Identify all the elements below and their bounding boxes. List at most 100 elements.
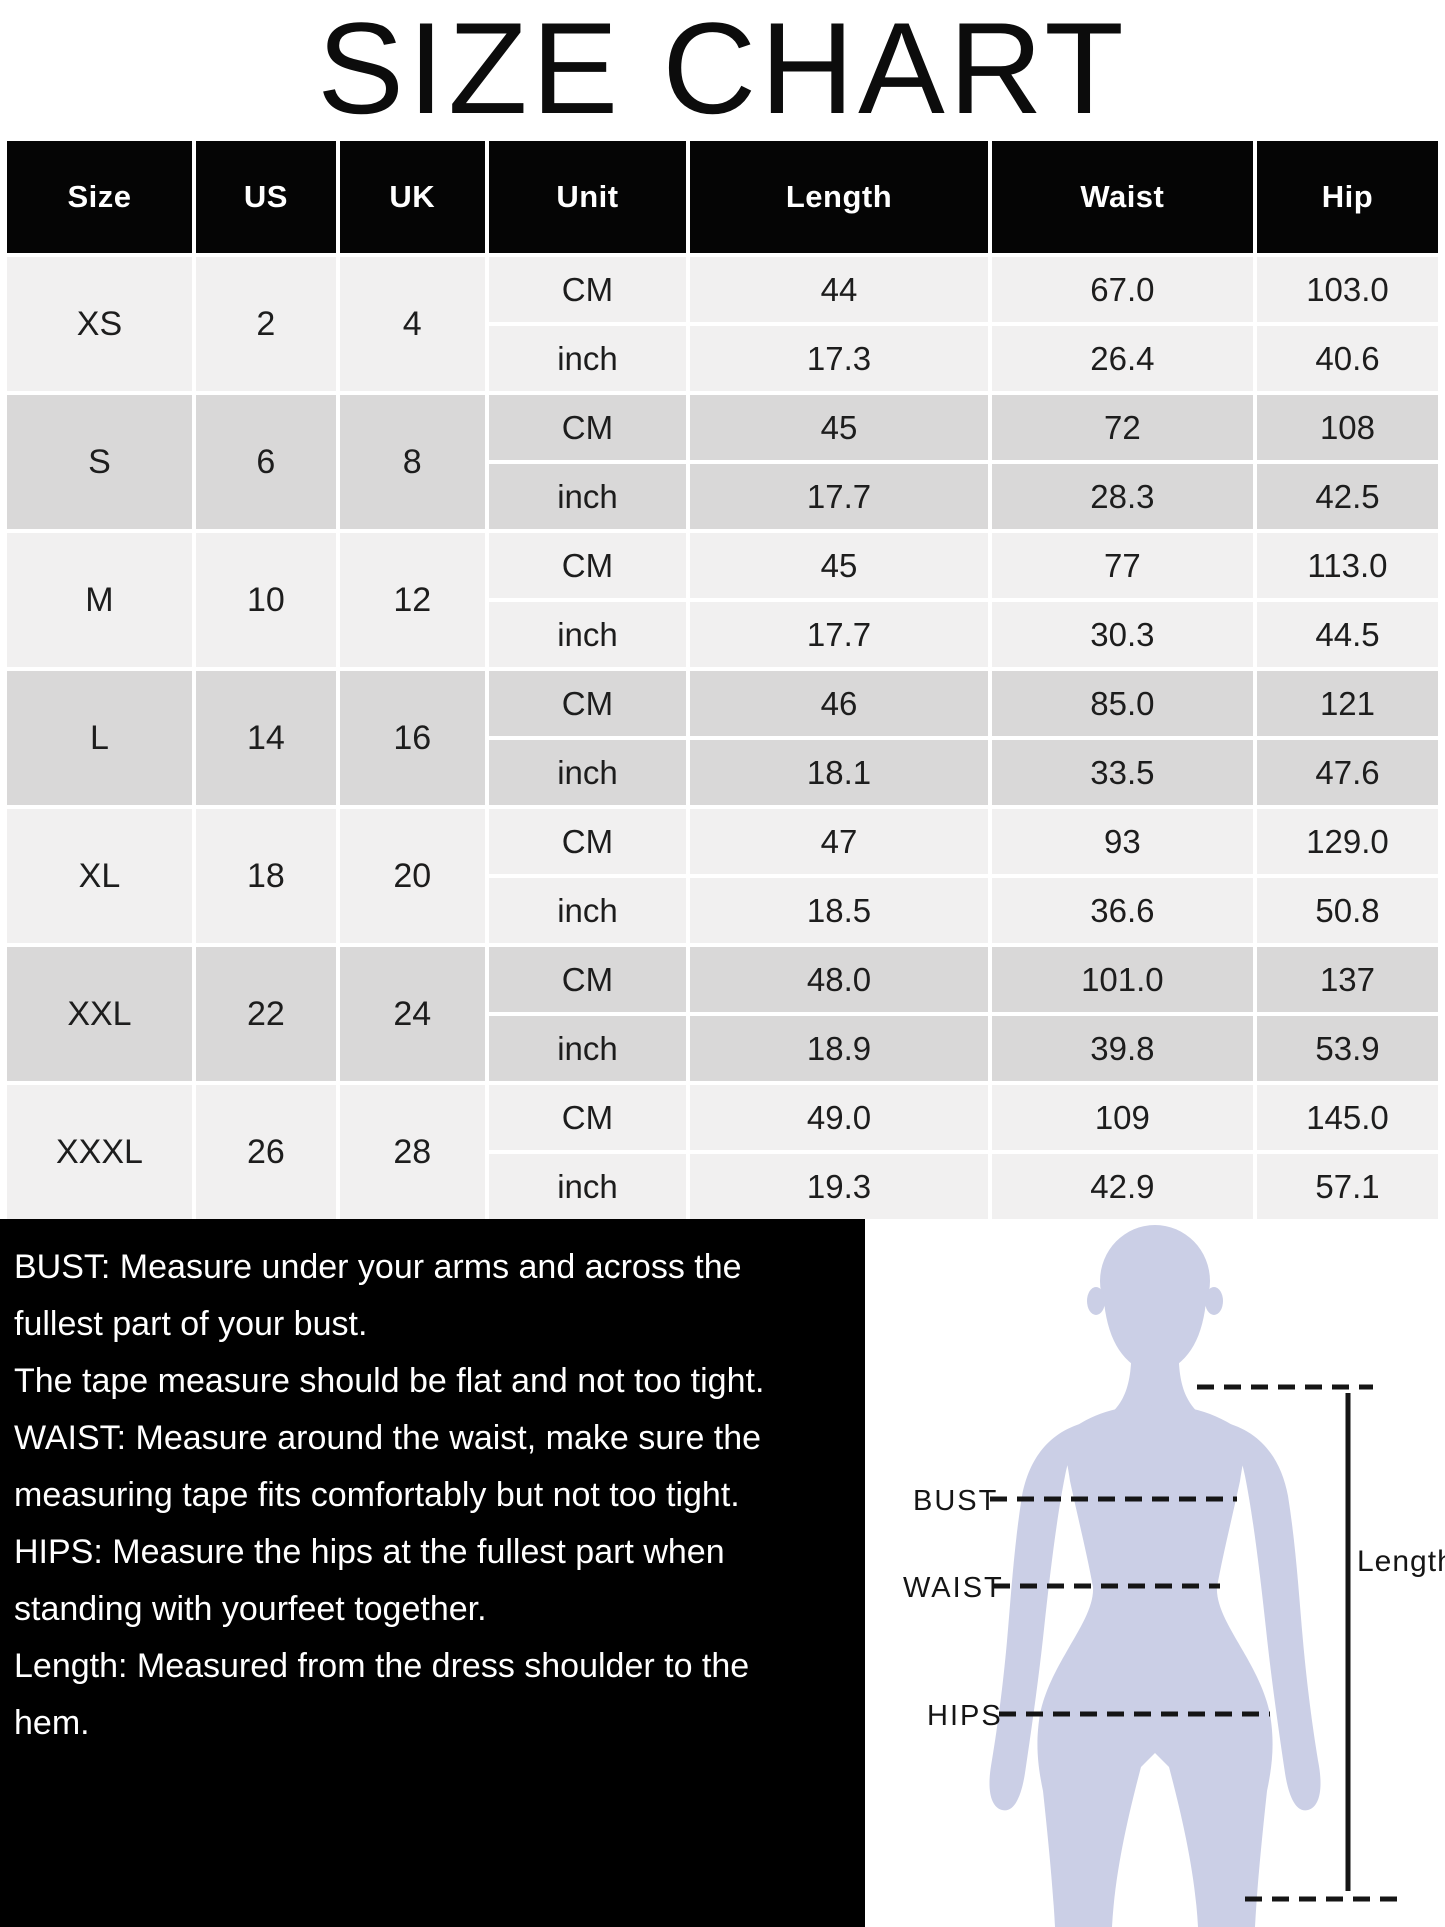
waist-cm-cell: 93 xyxy=(991,809,1253,874)
unit-inch-label: inch xyxy=(488,464,687,529)
uk-size-cell: 8 xyxy=(339,395,485,529)
size-row-group: L 14 16 CM 46 85.0 121 inch 18.1 33.5 47… xyxy=(7,671,1438,805)
size-cell: M xyxy=(7,533,192,667)
measurement-instructions: BUST: Measure under your arms and across… xyxy=(0,1219,865,1927)
waist-cm-cell: 109 xyxy=(991,1085,1253,1150)
uk-size-cell: 20 xyxy=(339,809,485,943)
waist-cm-cell: 72 xyxy=(991,395,1253,460)
hip-inch-cell: 47.6 xyxy=(1256,740,1438,805)
waist-inch-cell: 36.6 xyxy=(991,878,1253,943)
size-row-group: XS 2 4 CM 44 67.0 103.0 inch 17.3 26.4 4… xyxy=(7,257,1438,391)
length-cm-cell: 45 xyxy=(690,533,988,598)
uk-size-cell: 12 xyxy=(339,533,485,667)
length-cm-cell: 44 xyxy=(690,257,988,322)
length-inch-cell: 18.9 xyxy=(690,1016,988,1081)
us-size-cell: 10 xyxy=(195,533,336,667)
size-table: Size US UK Unit Length Waist Hip XS 2 4 … xyxy=(7,141,1438,1219)
hip-inch-cell: 42.5 xyxy=(1256,464,1438,529)
us-size-cell: 22 xyxy=(195,947,336,1081)
hip-inch-cell: 50.8 xyxy=(1256,878,1438,943)
body-silhouette-diagram: BUST WAIST HIPS Length xyxy=(903,1225,1445,1927)
hip-cm-cell: 121 xyxy=(1256,671,1438,736)
size-cell: XXL xyxy=(7,947,192,1081)
length-inch-cell: 17.7 xyxy=(690,464,988,529)
waist-inch-cell: 42.9 xyxy=(991,1154,1253,1219)
unit-cm-label: CM xyxy=(488,809,687,874)
page-title: SIZE CHART xyxy=(317,0,1128,141)
length-cm-cell: 47 xyxy=(690,809,988,874)
size-cell: XL xyxy=(7,809,192,943)
waist-cm-cell: 77 xyxy=(991,533,1253,598)
size-row-group: XXL 22 24 CM 48.0 101.0 137 inch 18.9 39… xyxy=(7,947,1438,1081)
header-cell-size: Size xyxy=(7,141,192,253)
unit-cm-label: CM xyxy=(488,395,687,460)
size-cell: L xyxy=(7,671,192,805)
instruction-hips: HIPS: Measure the hips at the fullest pa… xyxy=(14,1533,725,1628)
us-size-cell: 6 xyxy=(195,395,336,529)
unit-cm-label: CM xyxy=(488,1085,687,1150)
length-label: Length xyxy=(1357,1545,1445,1578)
waist-cm-cell: 67.0 xyxy=(991,257,1253,322)
uk-size-cell: 16 xyxy=(339,671,485,805)
hip-cm-cell: 113.0 xyxy=(1256,533,1438,598)
size-table-body: XS 2 4 CM 44 67.0 103.0 inch 17.3 26.4 4… xyxy=(7,257,1438,1219)
waist-inch-cell: 26.4 xyxy=(991,326,1253,391)
length-cm-cell: 45 xyxy=(690,395,988,460)
hip-cm-cell: 103.0 xyxy=(1256,257,1438,322)
us-size-cell: 14 xyxy=(195,671,336,805)
female-body-silhouette xyxy=(989,1225,1321,1927)
length-inch-cell: 19.3 xyxy=(690,1154,988,1219)
length-cm-cell: 49.0 xyxy=(690,1085,988,1150)
uk-size-cell: 4 xyxy=(339,257,485,391)
us-size-cell: 26 xyxy=(195,1085,336,1219)
length-inch-cell: 18.1 xyxy=(690,740,988,805)
size-row-group: XXXL 26 28 CM 49.0 109 145.0 inch 19.3 4… xyxy=(7,1085,1438,1219)
length-inch-cell: 17.3 xyxy=(690,326,988,391)
hips-label: HIPS xyxy=(927,1700,1003,1732)
length-cm-cell: 48.0 xyxy=(690,947,988,1012)
hip-cm-cell: 108 xyxy=(1256,395,1438,460)
length-inch-cell: 17.7 xyxy=(690,602,988,667)
unit-cm-label: CM xyxy=(488,533,687,598)
unit-inch-label: inch xyxy=(488,740,687,805)
bust-label: BUST xyxy=(913,1485,998,1517)
unit-inch-label: inch xyxy=(488,602,687,667)
hip-inch-cell: 40.6 xyxy=(1256,326,1438,391)
unit-inch-label: inch xyxy=(488,1154,687,1219)
instruction-length: Length: Measured from the dress shoulder… xyxy=(14,1647,750,1742)
length-inch-cell: 18.5 xyxy=(690,878,988,943)
size-row-group: M 10 12 CM 45 77 113.0 inch 17.7 30.3 44… xyxy=(7,533,1438,667)
unit-inch-label: inch xyxy=(488,326,687,391)
unit-inch-label: inch xyxy=(488,1016,687,1081)
unit-inch-label: inch xyxy=(488,878,687,943)
waist-inch-cell: 30.3 xyxy=(991,602,1253,667)
unit-cm-label: CM xyxy=(488,257,687,322)
header-cell-waist: Waist xyxy=(991,141,1253,253)
waist-label: WAIST xyxy=(903,1572,1004,1604)
size-row-group: S 6 8 CM 45 72 108 inch 17.7 28.3 42.5 xyxy=(7,395,1438,529)
length-cm-cell: 46 xyxy=(690,671,988,736)
us-size-cell: 2 xyxy=(195,257,336,391)
size-row-group: XL 18 20 CM 47 93 129.0 inch 18.5 36.6 5… xyxy=(7,809,1438,943)
bottom-section: BUST: Measure under your arms and across… xyxy=(0,1219,1445,1927)
instruction-bust: BUST: Measure under your arms and across… xyxy=(14,1248,742,1343)
measurement-figure: BUST WAIST HIPS Length xyxy=(865,1219,1445,1927)
size-cell: XS xyxy=(7,257,192,391)
instruction-waist: WAIST: Measure around the waist, make su… xyxy=(14,1419,762,1514)
header-cell-unit: Unit xyxy=(488,141,687,253)
waist-inch-cell: 39.8 xyxy=(991,1016,1253,1081)
header-cell-us: US xyxy=(195,141,336,253)
unit-cm-label: CM xyxy=(488,947,687,1012)
size-cell: XXXL xyxy=(7,1085,192,1219)
hip-inch-cell: 57.1 xyxy=(1256,1154,1438,1219)
uk-size-cell: 28 xyxy=(339,1085,485,1219)
header-cell-uk: UK xyxy=(339,141,485,253)
waist-inch-cell: 33.5 xyxy=(991,740,1253,805)
instruction-tape: The tape measure should be flat and not … xyxy=(14,1362,765,1400)
hip-cm-cell: 129.0 xyxy=(1256,809,1438,874)
waist-cm-cell: 101.0 xyxy=(991,947,1253,1012)
us-size-cell: 18 xyxy=(195,809,336,943)
header-cell-length: Length xyxy=(690,141,988,253)
waist-cm-cell: 85.0 xyxy=(991,671,1253,736)
size-cell: S xyxy=(7,395,192,529)
